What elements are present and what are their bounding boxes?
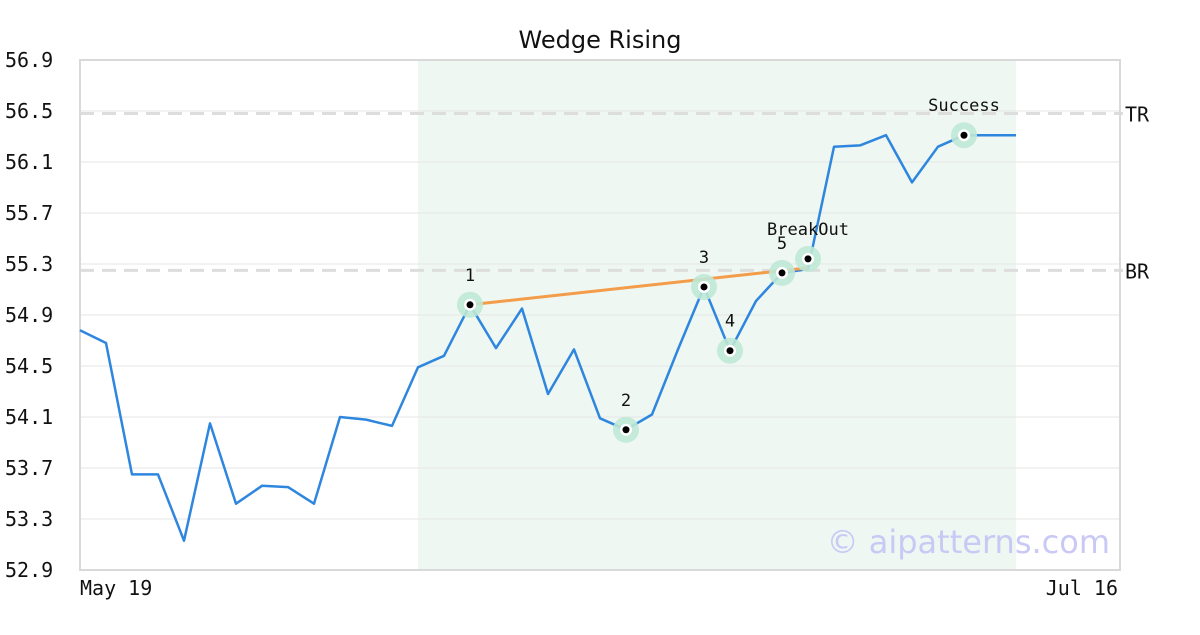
y-tick-label: 56.9 — [5, 48, 53, 72]
trendline-layer — [469, 266, 809, 307]
point-dot-breakout — [804, 255, 812, 263]
plot-border — [79, 59, 1121, 571]
point-label-breakout: BreakOut — [767, 220, 849, 240]
point-label-success: Success — [928, 96, 1000, 116]
x-tick-label: May 19 — [80, 576, 152, 600]
point-label-5: 5 — [777, 234, 787, 254]
y-tick-label: 56.1 — [5, 150, 53, 174]
watermark: © aipatterns.com — [827, 523, 1110, 561]
level-lines: TR BR — [80, 103, 1150, 283]
point-label-2: 2 — [621, 391, 631, 411]
plot-frame — [79, 59, 1121, 571]
point-label-1: 1 — [465, 266, 475, 286]
point-label-4: 4 — [725, 312, 735, 332]
chart-title: Wedge Rising — [519, 26, 682, 54]
point-dot-4 — [726, 347, 734, 355]
y-tick-label: 55.3 — [5, 252, 53, 276]
y-tick-label: 53.7 — [5, 456, 53, 480]
point-dot-1 — [466, 301, 474, 309]
series-layer — [79, 133, 1016, 542]
y-tick-label: 55.7 — [5, 201, 53, 225]
y-tick-label: 52.9 — [5, 558, 53, 582]
point-dot-2 — [622, 426, 630, 434]
level-label-tr: TR — [1125, 103, 1150, 127]
price-line — [79, 133, 1016, 542]
y-tick-label: 53.3 — [5, 507, 53, 531]
wedge-trendline — [469, 266, 809, 307]
y-tick-label: 56.5 — [5, 99, 53, 123]
y-tick-label: 54.9 — [5, 303, 53, 327]
level-label-br: BR — [1125, 259, 1150, 283]
x-tick-label: Jul 16 — [1046, 576, 1118, 600]
y-axis-ticks: 52.9 53.3 53.7 54.1 54.5 54.9 55.3 55.7 56.1 56.5… — [5, 48, 53, 582]
point-label-3: 3 — [699, 248, 709, 268]
y-tick-label: 54.5 — [5, 354, 53, 378]
point-dot-5 — [778, 269, 786, 277]
point-dot-3 — [700, 283, 708, 291]
point-dot-success — [960, 131, 968, 139]
y-tick-label: 54.1 — [5, 405, 53, 429]
x-axis-ticks: May 19 Jul 16 — [80, 576, 1118, 600]
